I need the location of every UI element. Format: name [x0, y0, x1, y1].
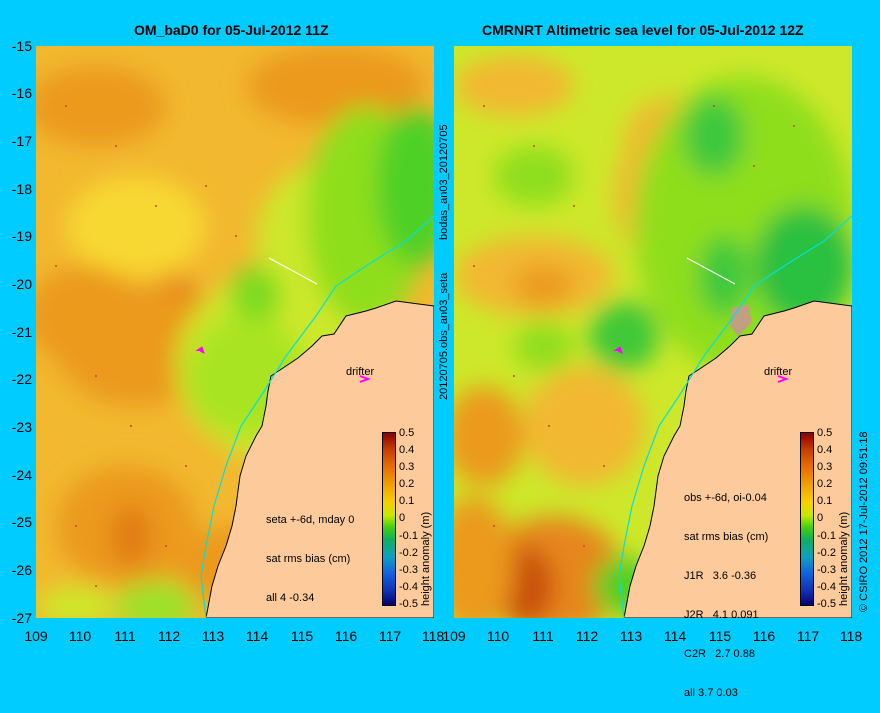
x-tick: 116: [752, 628, 776, 644]
y-tick: -17: [11, 133, 32, 149]
x-tick: 109: [442, 628, 466, 644]
y-tick: -26: [11, 562, 32, 578]
colorbar-tick: 0: [817, 512, 824, 524]
colorbar-tick: -0.1: [399, 530, 418, 542]
stats-line: sat rms bias (cm): [684, 531, 769, 543]
stats-line: J2R 4.1 0.091: [684, 609, 759, 621]
colorbar-tick: 0.4: [399, 444, 415, 456]
left-colorbar: [382, 432, 396, 606]
colorbar-tick: 0.3: [399, 461, 415, 473]
x-tick: 113: [201, 628, 225, 644]
colorbar-tick: 0.3: [817, 461, 833, 473]
x-tick: 114: [245, 628, 269, 644]
stats-line: seta +-6d, mday 0: [266, 514, 355, 526]
right-map-title: CMRNRT Altimetric sea level for 05-Jul-2…: [482, 22, 804, 38]
colorbar-tick: -0.4: [399, 581, 418, 593]
stats-line: C2R 2.7 0.88: [684, 648, 755, 660]
y-tick: -16: [11, 85, 32, 101]
x-tick: 117: [378, 628, 402, 644]
x-tick: 112: [575, 628, 599, 644]
y-tick: -15: [11, 38, 32, 54]
x-tick: 116: [334, 628, 358, 644]
left-stats-note: seta +-6d, mday 0 sat rms bias (cm) all …: [266, 488, 354, 618]
colorbar-tick: -0.5: [817, 598, 836, 610]
x-tick: 110: [68, 628, 92, 644]
colorbar-tick: -0.4: [817, 581, 836, 593]
x-tick: 111: [114, 628, 136, 644]
y-tick: -25: [11, 514, 32, 530]
y-tick: -18: [11, 181, 32, 197]
colorbar-tick: -0.1: [817, 530, 836, 542]
x-tick: 115: [290, 628, 314, 644]
right-map-panel: [454, 46, 852, 618]
right-colorbar-label: height anomaly (m): [838, 511, 850, 606]
y-tick: -22: [11, 371, 32, 387]
colorbar-tick: -0.2: [399, 547, 418, 559]
y-tick: -24: [11, 467, 32, 483]
x-tick: 118: [421, 628, 445, 644]
colorbar-tick: 0.1: [817, 495, 833, 507]
y-tick: -21: [11, 324, 32, 340]
y-tick: -23: [11, 419, 32, 435]
colorbar-tick: 0: [399, 512, 406, 524]
right-stats-note: obs +-6d, oi-0.04 sat rms bias (cm) J1R …: [684, 466, 768, 713]
stats-line: sat rms bias (cm): [266, 553, 351, 565]
colorbar-tick: 0.5: [817, 427, 833, 439]
x-tick: 114: [663, 628, 687, 644]
x-tick: 118: [839, 628, 863, 644]
stats-line: J1R 3.6 -0.36: [684, 570, 757, 582]
x-tick: 112: [157, 628, 181, 644]
colorbar-tick: 0.1: [399, 495, 415, 507]
right-map-canvas: [454, 46, 852, 618]
x-tick: 109: [24, 628, 48, 644]
left-drifter-label: drifter: [346, 366, 375, 378]
colorbar-tick: 0.2: [399, 478, 415, 490]
colorbar-tick: -0.3: [817, 564, 836, 576]
y-tick: -27: [11, 610, 32, 626]
colorbar-tick: -0.3: [399, 564, 418, 576]
x-tick: 113: [619, 628, 643, 644]
left-map-canvas: [36, 46, 434, 618]
x-tick: 110: [486, 628, 510, 644]
right-colorbar: [800, 432, 814, 606]
x-tick: 117: [796, 628, 820, 644]
colorbar-tick: -0.5: [399, 598, 418, 610]
obs-file-label: 20120705.obs_an03_seta: [438, 272, 450, 400]
left-colorbar-label: height anomaly (m): [420, 511, 432, 606]
y-tick: -19: [11, 228, 32, 244]
stats-line: all 4 -0.34: [266, 592, 315, 604]
run-id-label: bodas_an03_20120705: [438, 124, 450, 240]
x-tick: 111: [532, 628, 554, 644]
stats-line: all 3.7 0.03: [684, 687, 738, 699]
colorbar-tick: 0.4: [817, 444, 833, 456]
right-drifter-label: drifter: [764, 366, 793, 378]
colorbar-tick: 0.2: [817, 478, 833, 490]
colorbar-tick: -0.2: [817, 547, 836, 559]
y-tick: -20: [11, 276, 32, 292]
stats-line: obs +-6d, oi-0.04: [684, 492, 767, 504]
x-tick: 115: [708, 628, 732, 644]
left-map-title: OM_baD0 for 05-Jul-2012 11Z: [134, 22, 329, 38]
credit-label: © CSIRO 2012 17-Jul-2012 09:51:18: [858, 431, 870, 612]
left-map-panel: [36, 46, 434, 618]
colorbar-tick: 0.5: [399, 427, 415, 439]
